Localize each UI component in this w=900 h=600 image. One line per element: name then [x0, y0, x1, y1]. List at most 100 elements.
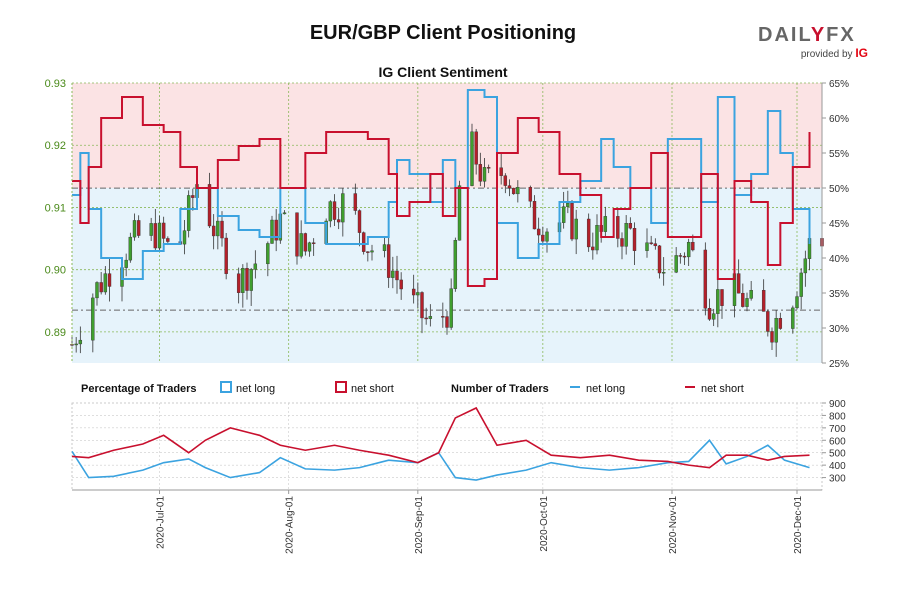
net-long-zone	[72, 188, 822, 363]
candle-down-body	[653, 243, 658, 247]
candle-up-body	[545, 231, 549, 242]
candle-down-body	[536, 228, 541, 236]
candle-up-body	[78, 339, 83, 345]
candle-down-body	[503, 175, 508, 186]
candle-down-body	[153, 223, 158, 249]
candle-up-body	[328, 201, 333, 222]
candle-up-body	[91, 297, 95, 341]
percent-tick-label: 25%	[829, 359, 849, 370]
x-tick-label: 2020-Jul-01	[156, 496, 167, 549]
candle-down-body	[224, 237, 228, 274]
candle-down-body	[366, 251, 370, 253]
candle-down-body	[274, 219, 278, 241]
price-tick-label: 0.92	[45, 140, 66, 152]
candle-up-body	[186, 195, 191, 231]
candle-down-body	[616, 216, 620, 239]
candle-down-body	[486, 167, 491, 169]
candle-down-body	[478, 164, 483, 182]
candle-down-body	[682, 255, 687, 258]
traders-tick-label: 600	[829, 436, 846, 447]
percent-tick-label: 35%	[829, 289, 849, 300]
brand-wordmark-part-a: DAIL	[758, 24, 811, 46]
candle-up-body	[711, 313, 716, 320]
x-tick-label: 2020-Dec-01	[793, 496, 804, 554]
candle-down-body	[736, 273, 741, 294]
traders-tick-label: 800	[829, 411, 846, 422]
candle-down-body	[386, 244, 391, 278]
chart-title: EUR/GBP Client Positioning	[309, 22, 577, 44]
candle-up-body	[791, 307, 795, 329]
candle-up-body	[566, 203, 570, 207]
candle-down-body	[499, 167, 503, 176]
traders-net-long-line	[71, 439, 810, 481]
candle-up-body	[449, 288, 453, 328]
candle-up-body	[382, 244, 387, 251]
candle-down-body	[620, 238, 624, 247]
price-tick-label: 0.90	[45, 265, 66, 277]
legend-pct-short-swatch	[335, 381, 347, 393]
candle-up-body	[457, 185, 462, 241]
candle-down-body	[678, 255, 683, 257]
candle-down-body	[207, 184, 212, 227]
date-axis: 2020-Jul-01 2020-Aug-01 2020-Sep-01 2020-Oc…	[72, 489, 822, 554]
price-tick-label: 0.89	[45, 327, 66, 339]
candle-up-body	[603, 216, 608, 232]
brand-provider-ig: IG	[855, 46, 868, 60]
price-tick-label: 0.91	[45, 202, 66, 214]
legend-pct-long-label: net long	[236, 383, 275, 395]
traders-tick-label: 300	[829, 474, 846, 485]
legend-pct-short-label: net short	[351, 383, 394, 395]
candle-up-body	[341, 193, 345, 223]
candle-up-body	[282, 212, 287, 215]
candle-down-body	[191, 195, 195, 198]
candle-up-body	[74, 343, 78, 346]
candle-down-body	[632, 228, 637, 251]
candle-down-body	[720, 289, 724, 306]
candle-down-body	[507, 185, 512, 189]
x-tick-label: 2020-Oct-01	[539, 496, 550, 552]
legend-num-title: Number of Traders	[451, 383, 549, 395]
dailyfx-logo: DAILYFX provided by IG	[758, 24, 868, 60]
candle-down-body	[591, 246, 595, 251]
percentage-lines	[72, 89, 811, 287]
candle-up-body	[307, 242, 312, 252]
percent-tick-label: 55%	[829, 149, 849, 160]
pct-net-short-line	[72, 96, 811, 287]
candle-up-body	[745, 298, 749, 307]
candle-up-body	[470, 131, 474, 186]
brand-wordmark-part-c: FX	[826, 24, 856, 46]
candle-down-body	[395, 270, 399, 281]
candle-down-body	[303, 233, 308, 252]
candle-down-body	[136, 220, 141, 236]
candle-down-body	[107, 273, 112, 287]
candle-up-body	[216, 220, 220, 237]
candle-up-body	[132, 220, 137, 238]
candle-down-body	[628, 223, 633, 229]
brand-wordmark-part-b: Y	[810, 24, 827, 46]
candle-down-body	[236, 273, 241, 293]
brand-provider-text: provided by	[800, 49, 853, 60]
candle-up-body	[370, 250, 374, 253]
candle-down-body	[761, 290, 766, 312]
candle-down-body	[161, 222, 166, 239]
traders-net-short-line	[71, 406, 810, 469]
x-tick-label: 2020-Aug-01	[285, 496, 296, 554]
price-tick-label: 0.93	[45, 78, 66, 90]
candle-up-body	[266, 243, 270, 265]
candle-down-body	[778, 318, 783, 329]
candle-up-body	[128, 236, 133, 261]
candle-down-body	[353, 193, 358, 211]
candle-up-body	[103, 273, 108, 293]
candle-down-body	[295, 212, 299, 257]
candle-up-body	[799, 272, 803, 297]
candle-up-body	[803, 258, 808, 274]
percent-tick-label: 40%	[829, 254, 849, 265]
candle-down-body	[441, 316, 445, 318]
candle-up-body	[686, 241, 691, 258]
candle-up-body	[253, 263, 258, 270]
candle-up-body	[749, 290, 753, 299]
candle-down-body	[166, 238, 170, 242]
candle-down-body	[245, 268, 249, 291]
traders-frame	[71, 402, 823, 491]
